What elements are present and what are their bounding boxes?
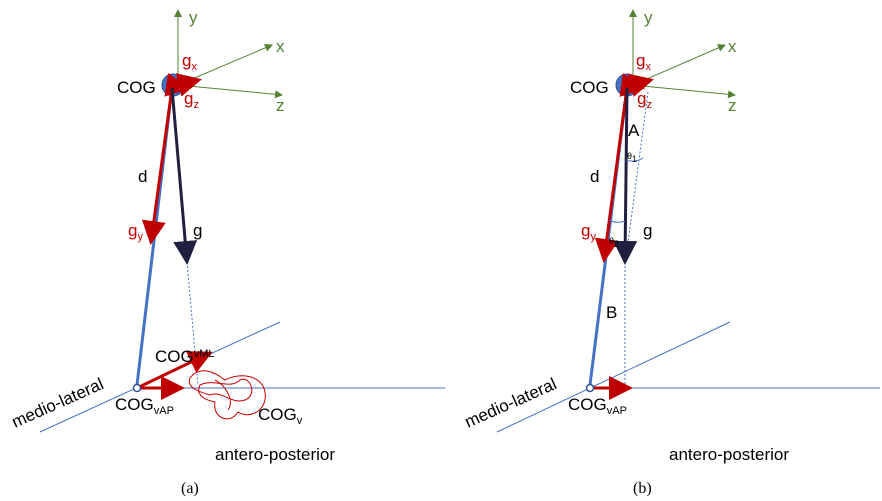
- angle-arc: [608, 219, 626, 223]
- label: gx: [636, 51, 651, 73]
- label: x: [276, 37, 285, 56]
- label-part: COG: [115, 395, 154, 414]
- panel-a: y x z COG gx gz d gy g COGvML medio-late…: [9, 8, 445, 497]
- gy-arrow: [141, 87, 174, 245]
- label-part: 2: [614, 239, 619, 249]
- label-part: g: [182, 51, 191, 70]
- label: COGvML: [155, 347, 215, 366]
- gz-arrow: [164, 72, 190, 97]
- label: θ2: [609, 236, 619, 249]
- label: d: [138, 167, 147, 186]
- label-part: θ: [627, 151, 632, 161]
- label: antero-posterior: [215, 445, 335, 464]
- caption: (b): [633, 480, 652, 497]
- foot-point: [585, 383, 595, 393]
- label: COGv: [258, 405, 303, 427]
- label: gy: [128, 221, 143, 243]
- z-axis: [177, 84, 283, 99]
- caption: (a): [181, 480, 199, 497]
- label: gz: [637, 89, 652, 111]
- label: COG: [117, 78, 156, 97]
- label-part: x: [645, 61, 651, 73]
- label-part: g: [581, 221, 590, 240]
- g-arrow: [170, 87, 198, 265]
- label: gz: [184, 89, 199, 111]
- label-part: z: [646, 99, 652, 111]
- label: COG: [570, 78, 609, 97]
- foot-point: [132, 383, 142, 393]
- label: y: [644, 8, 653, 27]
- label-part: g: [636, 51, 645, 70]
- label: COGvAP: [568, 395, 627, 417]
- label-part: vML: [194, 348, 215, 360]
- label-part: v: [297, 415, 303, 427]
- label-part: θ: [609, 236, 614, 246]
- label-part: vAP: [154, 405, 174, 417]
- label: y: [189, 8, 198, 27]
- label-part: z: [193, 99, 199, 111]
- label: medio-lateral: [462, 374, 559, 431]
- label: COGvAP: [115, 395, 174, 417]
- label: gx: [182, 51, 197, 73]
- label: d: [590, 167, 599, 186]
- label: x: [728, 37, 737, 56]
- label-part: y: [137, 231, 143, 243]
- label-part: x: [191, 61, 197, 73]
- gy-arrow: [594, 87, 629, 263]
- label-part: y: [590, 231, 596, 243]
- label: z: [728, 96, 737, 115]
- label: g: [193, 221, 202, 240]
- projection: [186, 261, 199, 386]
- label: θ1: [627, 151, 637, 164]
- panel-b: y x z COG gx gz A θ1 d gy θ2 g B medio-l…: [462, 8, 880, 497]
- label-part: COG: [258, 405, 297, 424]
- gz-arrow: [619, 73, 645, 97]
- label-part: g: [128, 221, 137, 240]
- label: antero-posterior: [669, 445, 789, 464]
- g-arrow: [613, 87, 638, 265]
- label-part: vAP: [607, 405, 627, 417]
- label-part: 1: [632, 154, 637, 164]
- label-part: COG: [568, 395, 607, 414]
- label: medio-lateral: [9, 374, 106, 431]
- label: z: [276, 96, 285, 115]
- label-part: COG: [155, 347, 194, 366]
- sway-trace: [188, 370, 266, 420]
- label-part: g: [184, 89, 193, 108]
- label: B: [606, 303, 617, 322]
- label: g: [643, 221, 652, 240]
- angle-arc: [625, 157, 644, 162]
- label: A: [628, 121, 640, 140]
- cog-vml-arrow: [136, 351, 213, 390]
- label-part: g: [637, 89, 646, 108]
- label: gy: [581, 221, 596, 243]
